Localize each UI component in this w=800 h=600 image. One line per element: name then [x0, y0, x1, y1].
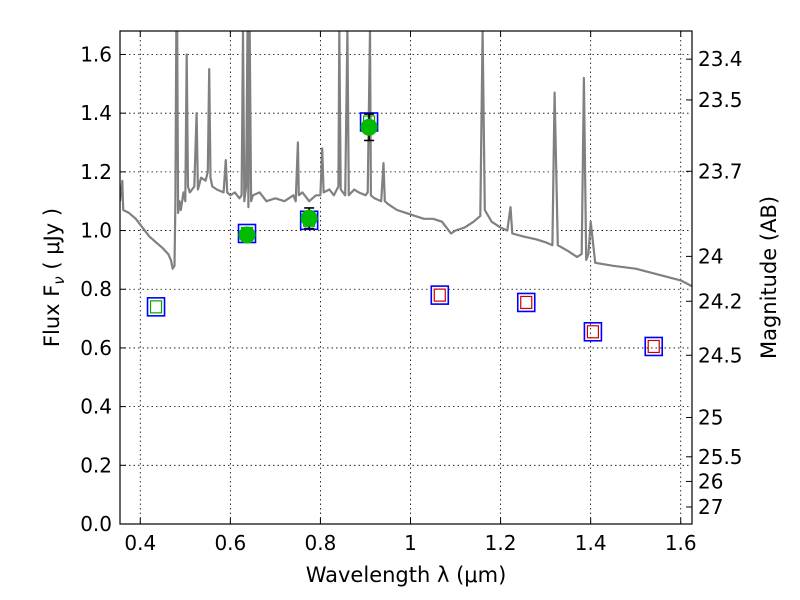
right-axis-title: Magnitude (AB): [757, 196, 781, 359]
right-tick-label: 24: [698, 244, 723, 268]
y-tick-label: 0.6: [80, 336, 112, 360]
ticks: 0.4 0.6 0.8 1 1.2 1.4 1.6 0.0 0.2 0.4 0.6 0.8 1.0 1.2…: [80, 31, 743, 555]
grid: [120, 31, 692, 524]
y-tick-label: 1.6: [80, 42, 112, 66]
box-outer: [644, 336, 664, 357]
y-axis-title: Flux Fν ( μJy ): [40, 208, 68, 347]
x-tick-label: 0.4: [124, 531, 156, 555]
y-tick-label: 1.2: [80, 160, 112, 184]
detection-marker: [360, 118, 378, 136]
y-tick-label: 0.8: [80, 277, 112, 301]
spectrum-series: [120, 31, 692, 288]
box-outer: [583, 321, 603, 342]
detection-point: [300, 207, 318, 230]
right-tick-label: 24.5: [698, 343, 743, 367]
right-tick-label: 23.7: [698, 159, 743, 183]
photometry-box-point: [146, 297, 166, 317]
y-axis-title-sub: ν: [50, 276, 68, 284]
plot-frame: [119, 30, 693, 525]
x-tick-label: 1.2: [485, 531, 517, 555]
y-tick-label: 1.4: [80, 101, 112, 125]
box-inner: [520, 295, 533, 310]
photometry-box-point: [644, 336, 664, 357]
detection-marker: [238, 226, 256, 244]
box-inner: [586, 325, 600, 339]
y-tick-label: 0.2: [80, 453, 112, 477]
photometry-box-point: [516, 292, 536, 313]
box-inner: [149, 300, 163, 314]
detection-point: [238, 226, 256, 244]
x-tick-label: 0.8: [305, 531, 337, 555]
x-tick-label: 1.6: [665, 531, 697, 555]
photometry-box-point: [430, 285, 450, 305]
right-tick-label: 23.5: [698, 88, 743, 112]
box-outer: [516, 292, 536, 313]
y-tick-label: 1.0: [80, 219, 112, 243]
right-tick-label: 24.2: [698, 289, 743, 313]
box-outer: [146, 297, 166, 317]
y-axis-title-unit: ( μJy ): [40, 208, 64, 276]
right-tick-label: 26: [698, 469, 723, 493]
spectrum-line: [120, 31, 692, 288]
x-tick-label: 0.6: [214, 531, 246, 555]
x-tick-label: 1.4: [575, 531, 607, 555]
box-inner: [433, 288, 446, 302]
y-tick-label: 0.4: [80, 395, 112, 419]
right-tick-label: 23.4: [698, 47, 743, 71]
x-axis-title: Wavelength λ (μm): [306, 563, 507, 587]
y-axis-title-main: Flux F: [40, 285, 64, 347]
y-tick-label: 0.0: [80, 512, 112, 536]
box-outer: [430, 285, 450, 305]
marker-series: [146, 112, 664, 357]
detection-point: [360, 113, 378, 142]
right-tick-label: 25.5: [698, 445, 743, 469]
detection-marker: [300, 209, 318, 227]
right-tick-label: 27: [698, 495, 723, 519]
x-tick-label: 1: [404, 531, 417, 555]
right-tick-label: 25: [698, 405, 723, 429]
photometry-box-point: [583, 321, 603, 342]
box-inner: [647, 339, 660, 354]
